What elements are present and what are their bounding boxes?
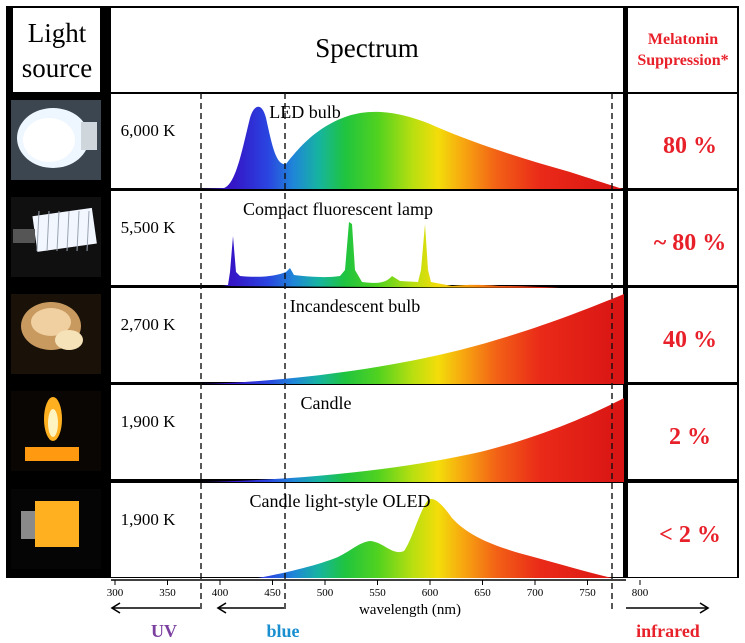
x-tick-label: 500	[317, 587, 334, 599]
uv-arrow-head	[110, 602, 121, 614]
suppression-cell	[628, 191, 737, 285]
header-light-source-line1: Light	[28, 18, 87, 48]
light-source-name: Compact fluorescent lamp	[243, 199, 433, 219]
band-boundaries	[200, 93, 613, 612]
x-tick-label: 450	[264, 587, 281, 599]
light-source-row: 5,500 K Compact fluorescent lamp ~ 80 %	[11, 197, 726, 277]
x-tick-label: 350	[159, 587, 176, 599]
light-source-row: 6,000 K LED bulb 80 %	[11, 100, 717, 180]
led-spectrum	[200, 106, 623, 189]
suppression-cell	[628, 94, 737, 188]
melatonin-suppression-value: 80 %	[663, 133, 717, 159]
spectrum-curves	[200, 106, 624, 578]
color-temperature: 5,500 K	[121, 218, 177, 237]
color-temperature: 1,900 K	[121, 412, 177, 431]
light-source-name: Candle light-style OLED	[250, 491, 431, 511]
suppression-cell	[628, 288, 737, 382]
light-source-name: LED bulb	[269, 102, 341, 122]
light-source-name: Candle	[301, 393, 352, 413]
light-source-row: 1,900 K Candle light-style OLED < 2 %	[11, 489, 721, 569]
candle-icon	[11, 391, 101, 471]
fluorescent-lamp-icon	[11, 197, 101, 277]
band-label-uv: UV	[151, 621, 177, 641]
melatonin-suppression-value: < 2 %	[659, 522, 721, 548]
header-spectrum: Spectrum	[315, 33, 418, 63]
blue-arrow-head	[216, 602, 227, 614]
band-arrows	[110, 602, 710, 614]
suppression-cell	[628, 483, 737, 577]
infrared-arrow-head	[699, 602, 710, 614]
band-label-infrared: infrared	[636, 621, 700, 641]
header-cell-melatonin	[628, 8, 737, 92]
candle-spectrum	[200, 398, 624, 482]
x-axis: 300 350 400 450 500 550 600 650 700 750 800 wavele…	[107, 579, 649, 618]
x-tick-label: 800	[632, 587, 649, 599]
incandescent-spectrum	[200, 294, 624, 384]
band-label-blue: blue	[266, 621, 299, 641]
light-source-name: Incandescent bulb	[290, 296, 420, 316]
melatonin-suppression-value: 40 %	[663, 327, 717, 353]
x-tick-label: 550	[369, 587, 386, 599]
x-tick-label: 700	[527, 587, 544, 599]
cfl-spectrum	[222, 222, 560, 288]
x-tick-label: 300	[107, 587, 124, 599]
light-source-row: 1,900 K Candle 2 %	[11, 391, 711, 471]
x-tick-label: 650	[474, 587, 491, 599]
header-melatonin-line1: Melatonin	[648, 31, 718, 48]
header-light-source-line2: source	[22, 53, 92, 83]
oled-spectrum	[258, 498, 612, 578]
incandescent-bulb-icon	[11, 294, 101, 374]
x-tick-label: 750	[579, 587, 596, 599]
x-tick-label: 600	[422, 587, 439, 599]
x-tick-label: 400	[212, 587, 229, 599]
spectrum-cell	[111, 191, 623, 285]
header-cell-light-source	[13, 8, 100, 92]
color-temperature: 6,000 K	[121, 121, 177, 140]
light-source-row: 2,700 K Incandescent bulb 40 %	[11, 294, 717, 374]
color-temperature: 1,900 K	[121, 510, 177, 529]
suppression-cell	[628, 385, 737, 479]
header-melatonin-line2: Suppression*	[637, 52, 728, 69]
color-temperature: 2,700 K	[121, 315, 177, 334]
melatonin-suppression-value: ~ 80 %	[654, 230, 726, 256]
led-bulb-icon	[11, 100, 101, 180]
x-axis-label: wavelength (nm)	[359, 602, 461, 618]
header-cell-spectrum	[111, 8, 623, 92]
melatonin-suppression-value: 2 %	[669, 424, 711, 450]
oled-icon	[11, 489, 101, 569]
